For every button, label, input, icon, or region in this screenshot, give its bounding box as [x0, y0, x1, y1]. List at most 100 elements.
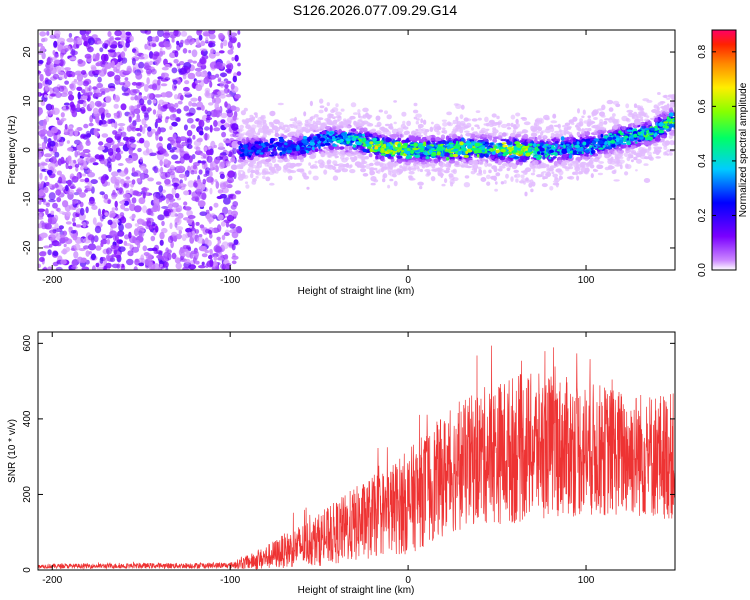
spectrogram-cell: [171, 147, 178, 151]
spectrogram-cell: [196, 236, 204, 244]
spectrogram-cell: [460, 104, 465, 110]
spectrogram-cell: [70, 185, 77, 190]
spectrogram-cell: [623, 152, 629, 158]
spectrogram-cell: [117, 123, 126, 127]
spectrogram-cell: [344, 125, 351, 129]
spectrogram-cell: [474, 142, 481, 147]
spectrogram-cell: [494, 158, 499, 164]
spectrogram-cell: [82, 221, 87, 228]
spectrogram-cell: [331, 107, 339, 113]
spectrogram-cell: [64, 80, 69, 85]
spectrogram-cell: [147, 99, 152, 105]
spectrogram-cell: [455, 121, 459, 125]
spectrogram-cell: [474, 124, 480, 128]
spectrogram-cell: [663, 94, 668, 99]
spectrogram-cell: [448, 159, 456, 164]
spectrogram-cell: [446, 157, 450, 161]
spectrogram-cell: [488, 135, 493, 141]
spectrogram-cell: [158, 51, 164, 57]
spectrogram-cell: [66, 140, 70, 144]
spectrogram-cell: [38, 189, 45, 197]
spectrogram-cell: [194, 170, 198, 174]
spectrogram-cell: [174, 102, 179, 108]
spectrogram-cell: [85, 30, 92, 35]
spectrogram-cell: [230, 83, 235, 90]
spectrogram-cell: [136, 178, 141, 183]
spectrogram-cell: [463, 125, 470, 129]
spectrogram-cell: [179, 67, 188, 75]
spectrogram-cell: [152, 99, 157, 104]
spectrogram-cell: [74, 150, 78, 158]
spectrogram-cell: [167, 235, 174, 243]
spectrogram-cell: [38, 107, 43, 115]
spectrogram-cell: [552, 173, 558, 178]
spectrogram-cell: [230, 204, 237, 210]
spectrogram-cell: [242, 132, 248, 136]
spectrogram-cell: [582, 156, 588, 160]
spectrogram-cell: [65, 184, 69, 192]
spectrogram-cell: [71, 259, 78, 268]
spectrogram-cell: [328, 146, 335, 150]
spectrogram-cell: [38, 162, 41, 167]
spectrogram-cell: [50, 156, 57, 164]
spectrogram-cell: [110, 176, 117, 184]
spectrogram-cell: [599, 119, 604, 124]
spectrogram-cell: [128, 105, 135, 112]
spectrogram-cell: [65, 221, 72, 225]
spectrogram-cell: [272, 138, 276, 142]
spectrogram-cell: [38, 82, 43, 89]
spectrogram-cell: [189, 252, 194, 259]
spectrogram-cell: [43, 67, 50, 73]
spectrogram-cell: [633, 103, 638, 108]
spectrogram-cell: [84, 157, 89, 162]
spectrogram-cell: [62, 105, 66, 110]
spectrogram-cell: [417, 181, 424, 186]
spectrogram-cell: [337, 124, 344, 129]
spectrogram-cell: [69, 101, 75, 108]
spectrogram-cell: [172, 182, 180, 187]
spectrogram-cell: [430, 137, 436, 142]
spectrogram-cell: [87, 182, 93, 191]
spectrogram-cell: [248, 154, 251, 158]
spectrogram-cell: [431, 163, 436, 169]
spectrogram-cell: [382, 178, 386, 183]
spectrogram-cell: [225, 64, 232, 69]
spectrogram-cell: [106, 247, 112, 255]
spectrogram-cell: [215, 165, 219, 173]
spectrogram-cell: [451, 130, 457, 135]
spectrogram-cell: [299, 168, 304, 173]
spectrogram-cell: [195, 260, 200, 265]
spectrogram-cell: [519, 180, 525, 184]
spectrogram-cell: [408, 136, 415, 141]
spectrogram-cell: [124, 77, 129, 81]
spectrogram-cell: [76, 187, 83, 194]
spectrogram-cell: [217, 189, 224, 194]
spectrogram-cell: [128, 147, 133, 155]
spectrogram-cell: [338, 129, 342, 134]
spectrogram-cell: [508, 151, 512, 155]
spectrogram-cell: [489, 142, 494, 146]
spectrogram-cell: [82, 80, 89, 87]
spectrogram-cell: [123, 70, 131, 74]
spectrogram-cell: [58, 211, 66, 214]
spectrogram-cell: [59, 119, 65, 124]
spectrogram-cell: [55, 189, 62, 196]
spectrogram-cell: [362, 137, 367, 142]
spectrogram-cell: [595, 125, 600, 130]
spectrogram-cell: [47, 56, 51, 65]
spectrogram-cell: [505, 158, 511, 164]
spectrogram-cell: [232, 195, 237, 200]
spectrogram-cell: [335, 103, 339, 108]
spectrogram-cell: [455, 116, 459, 122]
spectrogram-cell: [223, 140, 232, 144]
spectrogram-cell: [171, 231, 178, 237]
spectrogram-cell: [219, 80, 225, 88]
spectrogram-cell: [68, 165, 73, 170]
spectrogram-cell: [301, 151, 307, 154]
spectrogram-cell: [386, 114, 392, 120]
spectrogram-cell: [517, 158, 524, 163]
spectrogram-cell: [511, 164, 517, 170]
spectrogram-cell: [329, 113, 334, 117]
spectrogram-cell: [94, 92, 103, 98]
spectrogram-cell: [212, 253, 219, 258]
